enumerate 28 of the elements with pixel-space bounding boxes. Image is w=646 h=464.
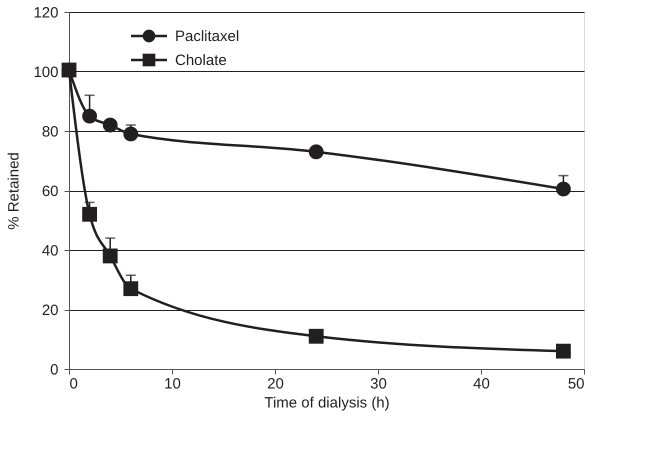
point (308, 144, 324, 160)
y-axis-title: % Retained (5, 152, 22, 230)
x-tick-label: 10 (164, 376, 181, 392)
x-tick-label: 50 (568, 376, 584, 392)
point (556, 344, 571, 359)
point (102, 248, 118, 264)
x-tick-label: 20 (267, 376, 284, 392)
x-tick-label: 40 (473, 376, 490, 392)
point (62, 62, 76, 78)
y-tick-label: 40 (42, 242, 58, 260)
y-tick-label: 0 (50, 362, 58, 378)
legend-label: Paclitaxel (175, 28, 240, 45)
point (308, 328, 324, 344)
point (556, 182, 571, 196)
y-tick-label: 80 (42, 124, 58, 140)
x-tick-label: 0 (70, 376, 78, 392)
point (123, 281, 138, 296)
x-tick-label: 30 (370, 376, 387, 392)
y-tick-label: 120 (33, 4, 58, 22)
y-tick-label: 20 (42, 302, 58, 319)
point (123, 126, 138, 142)
y-tick-label: 100 (33, 64, 58, 81)
point (82, 108, 98, 124)
point (82, 206, 98, 222)
x-axis-title: Time of dialysis (h) (264, 394, 390, 412)
point (102, 118, 118, 132)
legend-label: Cholate (175, 52, 227, 69)
y-tick-label: 60 (42, 183, 58, 200)
